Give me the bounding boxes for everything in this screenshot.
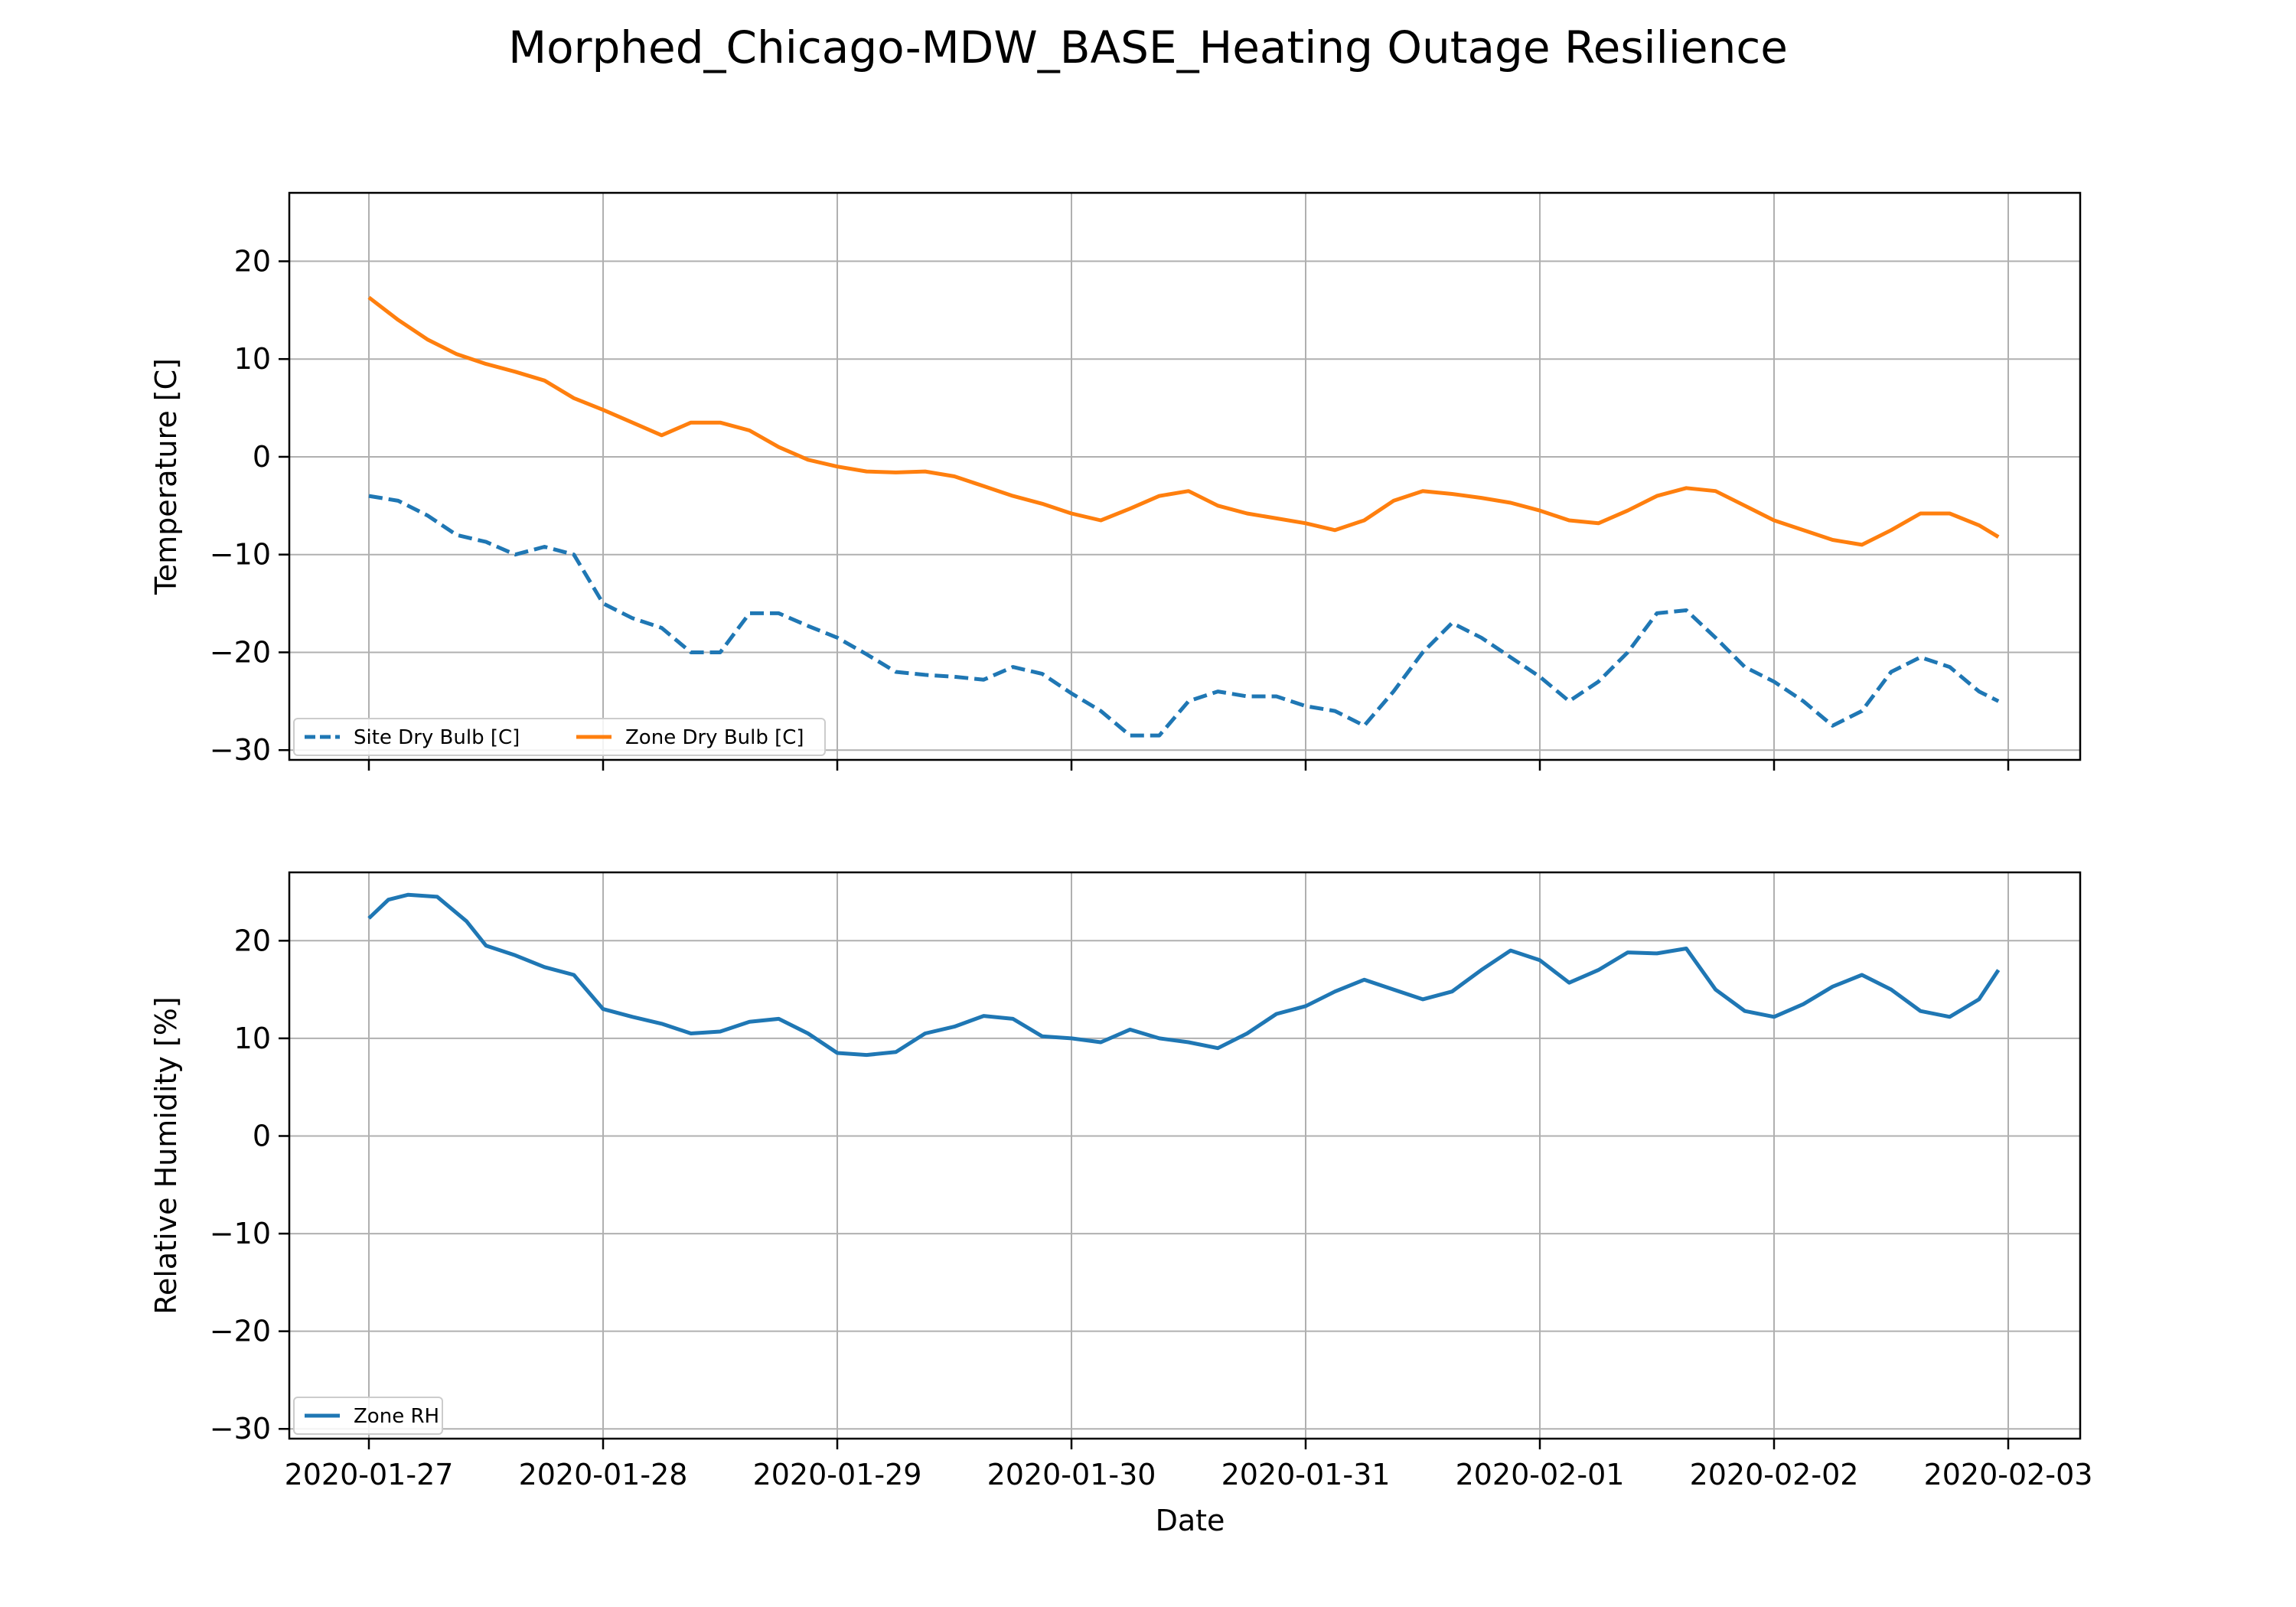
y-tick-label: −20	[210, 635, 271, 669]
legend-label-zone-rh: Zone RH	[354, 1405, 439, 1428]
x-tick-label: 2020-02-03	[1924, 1458, 2093, 1491]
x-tick-label: 2020-01-30	[987, 1458, 1156, 1491]
legend-box	[293, 718, 826, 756]
x-tick-label: 2020-01-31	[1221, 1458, 1391, 1491]
y-tick-label: 20	[234, 924, 271, 957]
temperature-series	[367, 295, 2000, 738]
figure-title: Morphed_Chicago-MDW_BASE_Heating Outage …	[508, 21, 1788, 73]
humidity-legend: Zone RH	[293, 1397, 443, 1435]
x-tick-label: 2020-01-29	[753, 1458, 922, 1491]
y-tick-label: −10	[210, 538, 271, 572]
series-line-zone-rh	[367, 892, 2001, 1058]
x-tick-label: 2020-01-28	[519, 1458, 688, 1491]
y-tick-label: 0	[253, 1119, 271, 1152]
temperature-y-axis-label: Temperature [C]	[149, 358, 183, 595]
humidity-axes-frame	[288, 871, 2082, 1440]
y-tick-label: −30	[210, 733, 271, 767]
temperature-grid	[289, 193, 2080, 760]
y-tick-label: 10	[234, 342, 271, 376]
y-tick-label: 10	[234, 1022, 271, 1055]
humidity-y-ticks: −30 −20 −10 0 10 20	[210, 924, 289, 1446]
x-tick-label: 2020-02-02	[1690, 1458, 1859, 1491]
series-line-zone-dry-bulb-c	[367, 295, 2000, 547]
y-tick-label: −10	[210, 1217, 271, 1250]
humidity-x-ticks: 2020-01-27 2020-01-28 2020-01-29 2020-01-30…	[285, 1439, 2093, 1491]
legend-label-zone-dry-bulb-c: Zone Dry Bulb [C]	[625, 726, 804, 749]
x-axis-label: Date	[1156, 1504, 1225, 1537]
y-tick-label: −30	[210, 1412, 271, 1446]
humidity-grid	[289, 872, 2080, 1439]
x-tick-label: 2020-02-01	[1456, 1458, 1625, 1491]
y-tick-label: −20	[210, 1315, 271, 1348]
legend-box	[293, 1397, 443, 1435]
y-tick-label: 0	[253, 440, 271, 474]
temperature-legend: Site Dry Bulb [C] Zone Dry Bulb [C]	[293, 718, 826, 756]
humidity-series	[367, 892, 2001, 1058]
x-tick-label: 2020-01-27	[285, 1458, 454, 1491]
legend-label-site-dry-bulb-c: Site Dry Bulb [C]	[354, 726, 520, 749]
series-line-site-dry-bulb-c	[368, 494, 2000, 738]
temperature-axes-frame	[288, 191, 2082, 761]
temperature-x-ticks	[367, 760, 2010, 771]
temperature-y-ticks: −30 −20 −10 0 10 20	[210, 244, 289, 767]
humidity-y-axis-label: Relative Humidity [%]	[149, 996, 183, 1314]
y-tick-label: 20	[234, 244, 271, 278]
temperature-panel: −30 −20 −10 0 10 20 Temperature [C] Site Dry …	[149, 191, 2082, 771]
